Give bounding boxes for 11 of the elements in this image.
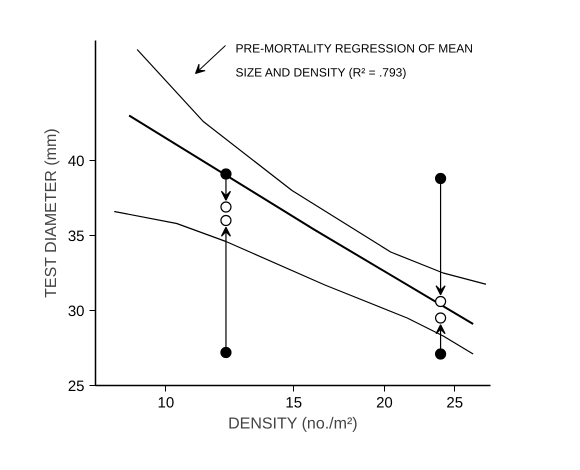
x-tick-label: 10 xyxy=(158,394,174,412)
annotation: PRE-MORTALITY REGRESSION OF MEAN SIZE AND DENSITY (R² = .793) xyxy=(236,42,473,80)
y-axis-title: TEST DIAMETER (mm) xyxy=(42,128,60,298)
x-tick-label: 20 xyxy=(376,394,393,412)
x-tick-label: 25 xyxy=(446,394,464,412)
y-tick-label: 35 xyxy=(68,228,85,245)
y-tick-label: 25 xyxy=(68,378,85,395)
x-axis-title: DENSITY (no./m²) xyxy=(228,416,358,432)
x-tick-label: 15 xyxy=(285,394,302,412)
y-tick-label: 40 xyxy=(68,153,85,170)
y-tick-label: 30 xyxy=(68,303,85,320)
